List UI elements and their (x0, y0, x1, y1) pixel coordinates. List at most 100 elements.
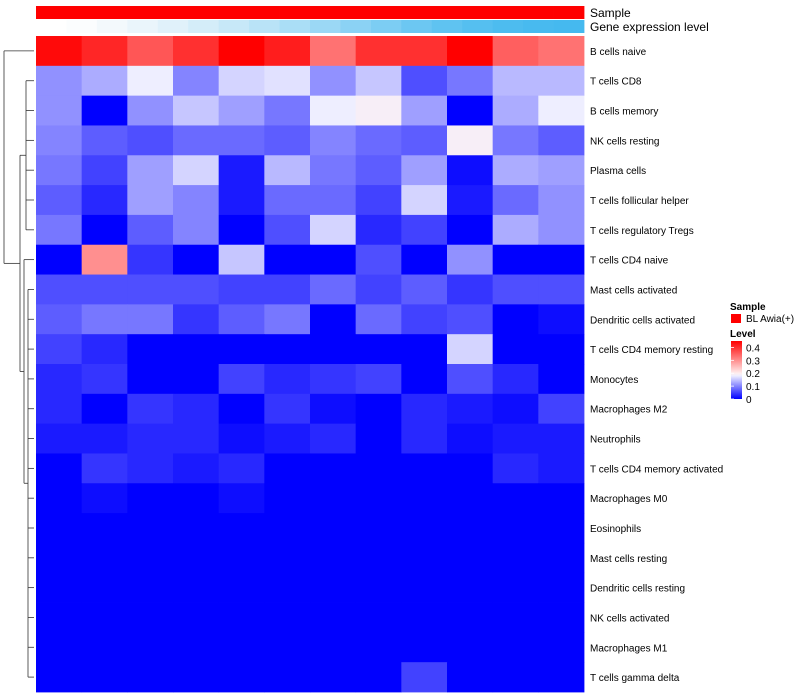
heatmap-cell (218, 483, 265, 514)
heatmap-cell (447, 244, 494, 275)
heatmap-cell (81, 364, 128, 395)
heatmap-cell (127, 244, 174, 275)
legend-level-title: Level (730, 329, 756, 340)
heatmap-cell (36, 214, 83, 246)
annotation-cell (462, 20, 494, 33)
heatmap-cell (401, 483, 448, 514)
legend-tick-label: 0.4 (746, 343, 760, 354)
heatmap-cell (447, 65, 494, 97)
heatmap-cell (492, 572, 539, 603)
heatmap-cell (401, 632, 448, 663)
heatmap-cell (355, 304, 402, 335)
heatmap-cell (127, 65, 174, 97)
heatmap-cell (447, 185, 494, 216)
annotation-cell (431, 20, 463, 33)
heatmap-cell (447, 453, 494, 484)
heatmap-cell (310, 185, 357, 216)
heatmap-cell (401, 95, 448, 126)
heatmap-cell (447, 662, 494, 693)
heatmap-cell (447, 513, 494, 544)
heatmap-cell (127, 423, 174, 454)
heatmap-cell (401, 542, 448, 574)
annotation-cell (523, 6, 554, 19)
annotation-cell (218, 6, 250, 19)
heatmap-cell (218, 423, 265, 454)
heatmap-cell (310, 155, 357, 186)
row-dendrogram (3, 50, 34, 678)
heatmap-cell (81, 602, 128, 633)
heatmap-cell (218, 453, 265, 484)
annotation-cell (523, 20, 554, 33)
heatmap-cell (36, 423, 83, 454)
heatmap-cell (127, 334, 174, 365)
heatmap-cell (173, 602, 220, 633)
heatmap-cell (310, 662, 357, 693)
heatmap-cell (127, 632, 174, 663)
annotation-cell (340, 6, 372, 19)
heatmap-cell (264, 453, 311, 484)
heatmap-cell (310, 632, 357, 663)
heatmap-cell (264, 214, 311, 246)
heatmap-cell (264, 304, 311, 335)
heatmap-cell (264, 364, 311, 395)
heatmap-cell (218, 214, 265, 246)
heatmap-cell (173, 125, 220, 156)
heatmap-cell (355, 214, 402, 246)
heatmap-cell (127, 453, 174, 484)
heatmap-cell (310, 393, 357, 425)
annotation-cell (370, 20, 402, 33)
heatmap-cell (81, 155, 128, 186)
annotation-cell (249, 6, 280, 19)
heatmap-cell (173, 662, 220, 693)
heatmap-cell (81, 185, 128, 216)
heatmap-cell (36, 155, 83, 186)
annotation-cell (188, 20, 220, 33)
heatmap-cell (218, 542, 265, 574)
heatmap-cell (218, 95, 265, 126)
heatmap-cell (127, 95, 174, 126)
annotation-cell (462, 6, 494, 19)
heatmap-cell (264, 513, 311, 544)
heatmap-cell (492, 274, 539, 305)
row-label: T cells gamma delta (590, 673, 680, 684)
annotation-cell (553, 20, 585, 33)
heatmap-cell (173, 334, 220, 365)
legend-ticks: 0.4 0.3 0.2 0.1 0 (731, 343, 760, 406)
heatmap-cell (492, 155, 539, 186)
legend-colorbar (731, 341, 742, 399)
heatmap-cell (401, 185, 448, 216)
heatmap-cell (81, 95, 128, 126)
heatmap-cell (492, 662, 539, 693)
annotation-tracks (36, 6, 585, 33)
heatmap-cell (127, 185, 174, 216)
heatmap-cell (447, 214, 494, 246)
row-label: Plasma cells (590, 166, 646, 177)
row-label: Neutrophils (590, 435, 641, 446)
annotation-cell (431, 6, 463, 19)
row-label: T cells CD8 (590, 77, 642, 88)
heatmap-cell (538, 602, 585, 633)
heatmap-cell (447, 572, 494, 603)
annotation-cell (66, 6, 98, 19)
heatmap-cell (355, 274, 402, 305)
heatmap-cell (538, 542, 585, 574)
heatmap-cell (447, 483, 494, 514)
heatmap-cell (218, 304, 265, 335)
annotation-cell (127, 6, 159, 19)
heatmap-cell (310, 364, 357, 395)
heatmap-cell (36, 602, 83, 633)
heatmap-cell (173, 185, 220, 216)
heatmap-cell (81, 423, 128, 454)
heatmap-cell (218, 334, 265, 365)
heatmap-cell (538, 334, 585, 365)
heatmap-cell (492, 602, 539, 633)
heatmap-cell (538, 65, 585, 97)
heatmap-cell (401, 304, 448, 335)
heatmap-cell (492, 393, 539, 425)
heatmap-cell (447, 364, 494, 395)
heatmap-cell (401, 65, 448, 97)
heatmap-cell (538, 274, 585, 305)
heatmap-cell (355, 334, 402, 365)
heatmap-cell (447, 155, 494, 186)
